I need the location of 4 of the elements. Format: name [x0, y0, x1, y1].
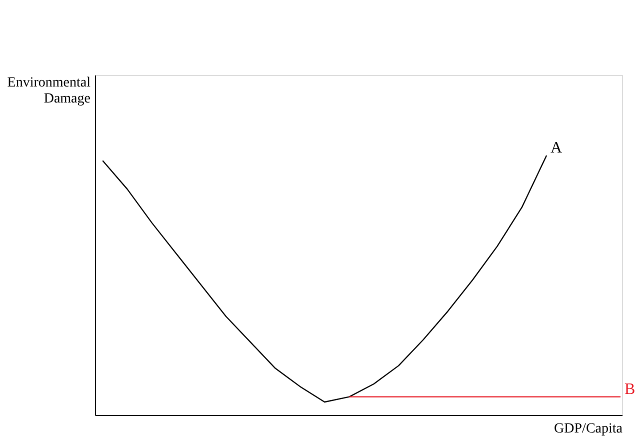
x-axis-title: GDP/Capita: [554, 422, 624, 436]
series-label: A: [550, 139, 563, 156]
y-axis-title: Environmental Damage: [7, 76, 91, 106]
series-label: B: [624, 380, 636, 398]
